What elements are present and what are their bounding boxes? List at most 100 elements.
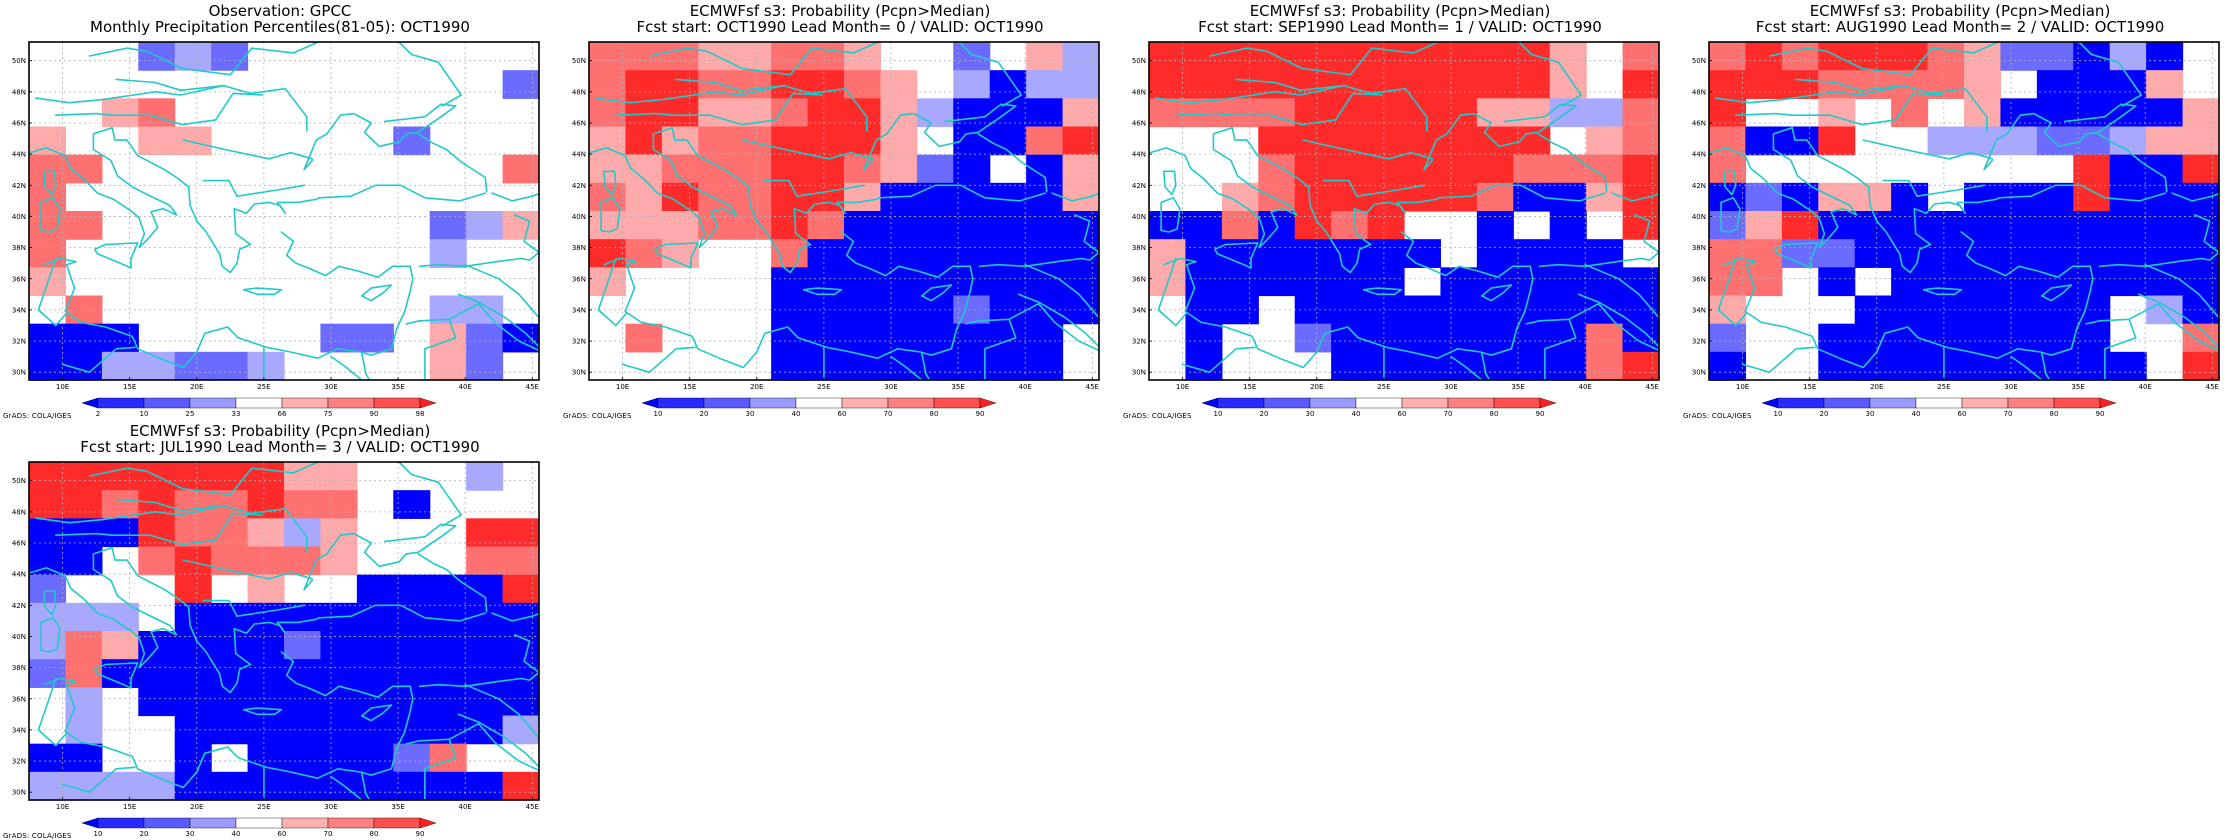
coastline-path	[29, 126, 178, 249]
grid-cell	[65, 631, 103, 660]
coastline-path	[1829, 92, 1944, 126]
grid-cell	[1294, 182, 1332, 212]
grid-cell	[1440, 267, 1478, 297]
grid-cell	[1294, 267, 1332, 297]
colorbar-end-low	[1761, 397, 1779, 409]
coastline-path	[589, 126, 738, 249]
coastline-path	[603, 231, 974, 369]
coastline-path	[1525, 302, 1659, 352]
coastline-path	[603, 170, 617, 196]
grid-cell	[320, 659, 358, 688]
grid-cell	[589, 182, 627, 212]
grid-cell	[2109, 239, 2147, 268]
grid-cell	[1367, 211, 1405, 240]
grid-cell	[880, 295, 918, 325]
coastline-path	[251, 462, 462, 527]
lon-tick-label: 40E	[2139, 383, 2152, 391]
grid-cell	[1513, 70, 1551, 99]
colorbar-segment	[1309, 397, 1357, 409]
grid-cell	[1185, 267, 1223, 297]
grid-cell	[65, 211, 103, 240]
grid-cell	[2000, 211, 2038, 240]
grid-cell	[1854, 42, 1892, 71]
grid-cell	[807, 154, 845, 184]
grid-cell	[698, 70, 736, 99]
coastline-path	[648, 47, 813, 76]
lat-tick-label: 38N	[572, 244, 586, 252]
grid-cell	[1258, 267, 1296, 297]
coastline-path	[251, 42, 462, 107]
lat-tick-label: 40N	[1132, 213, 1146, 221]
grid-cell	[502, 154, 540, 184]
grid-cell	[320, 715, 358, 745]
grid-cell	[247, 546, 285, 576]
colorbar-label: 10	[140, 410, 149, 418]
coastline-path	[303, 103, 457, 171]
coastline-path	[863, 103, 1017, 171]
graticule	[589, 42, 1099, 380]
lon-tick-label: 10E	[56, 383, 69, 391]
colorbar-label: 2	[96, 410, 100, 418]
grid-cell	[211, 42, 249, 71]
lon-tick-label: 40E	[459, 803, 472, 811]
map-plot: 30N 32N 34N 36N 38N 40N 42N 44N 46N 48N 50N 10E 15E 2…	[12, 41, 540, 418]
colorbar-segment	[1869, 397, 1917, 409]
colorbar-segment	[235, 397, 283, 409]
lon-tick-label: 20E	[1310, 383, 1323, 391]
grid-cell	[1622, 211, 1660, 240]
coastline-path	[94, 242, 139, 269]
panel-subtitle: Monthly Precipitation Percentiles(81-05)…	[90, 18, 470, 36]
coastline-path	[1154, 84, 1428, 132]
grid-cell	[2000, 351, 2038, 381]
coastline-path	[395, 738, 457, 800]
grid-cell	[2000, 323, 2038, 353]
coastline-path	[361, 704, 393, 722]
grid-cell	[589, 154, 627, 184]
lon-tick-label: 30E	[2004, 383, 2017, 391]
grid-cell	[1622, 126, 1660, 156]
lon-tick-label: 25E	[257, 383, 270, 391]
coastline-path	[559, 527, 560, 558]
colorbar-segment	[327, 397, 375, 409]
coastline-path	[242, 287, 283, 296]
grid-cell	[65, 295, 103, 325]
coastline-path	[1481, 352, 1518, 380]
grid-cell	[1367, 126, 1405, 156]
grid-cell	[1440, 98, 1478, 128]
grid-cell	[1258, 182, 1296, 212]
lat-tick-label: 40N	[1692, 213, 1706, 221]
grid-cell	[466, 323, 504, 353]
grid-cell	[429, 211, 467, 240]
coastline-path	[149, 92, 264, 126]
lat-tick-label: 36N	[1692, 275, 1706, 283]
colorbar-end-low	[81, 397, 99, 409]
lat-tick-label: 50N	[1132, 57, 1146, 65]
grid-cell	[1331, 154, 1369, 184]
coastline-path	[361, 352, 398, 380]
grid-cell	[502, 211, 540, 240]
colorbar-segment	[327, 817, 375, 829]
grid-cell	[1854, 182, 1892, 212]
grid-cell	[916, 98, 954, 128]
grid-cell	[989, 267, 1027, 297]
grid-cell	[1549, 211, 1587, 240]
colorbar-segment	[97, 397, 145, 409]
grid-cell	[1062, 126, 1100, 156]
lon-tick-label: 20E	[1870, 383, 1883, 391]
grid-cell	[1709, 351, 1747, 381]
grid-cell	[466, 211, 504, 240]
coastline-path	[1051, 192, 1099, 202]
lon-tick-label: 30E	[324, 383, 337, 391]
lon-tick-label: 10E	[1736, 383, 1749, 391]
coastline-path	[621, 346, 696, 373]
grid-cell	[625, 182, 663, 212]
panel-forecast-lead3: ECMWFsf s3: Probability (Pcpn>Median) Fc…	[0, 420, 560, 840]
grid-cell	[844, 211, 882, 240]
colorbar-label: 80	[370, 830, 379, 838]
grads-credit: GrADS: COLA/IGES	[3, 832, 72, 840]
grid-cell	[880, 267, 918, 297]
coastline-path	[2144, 263, 2219, 319]
grid-cell	[807, 295, 845, 325]
grid-cell	[807, 42, 845, 71]
grid-cell	[466, 546, 504, 576]
